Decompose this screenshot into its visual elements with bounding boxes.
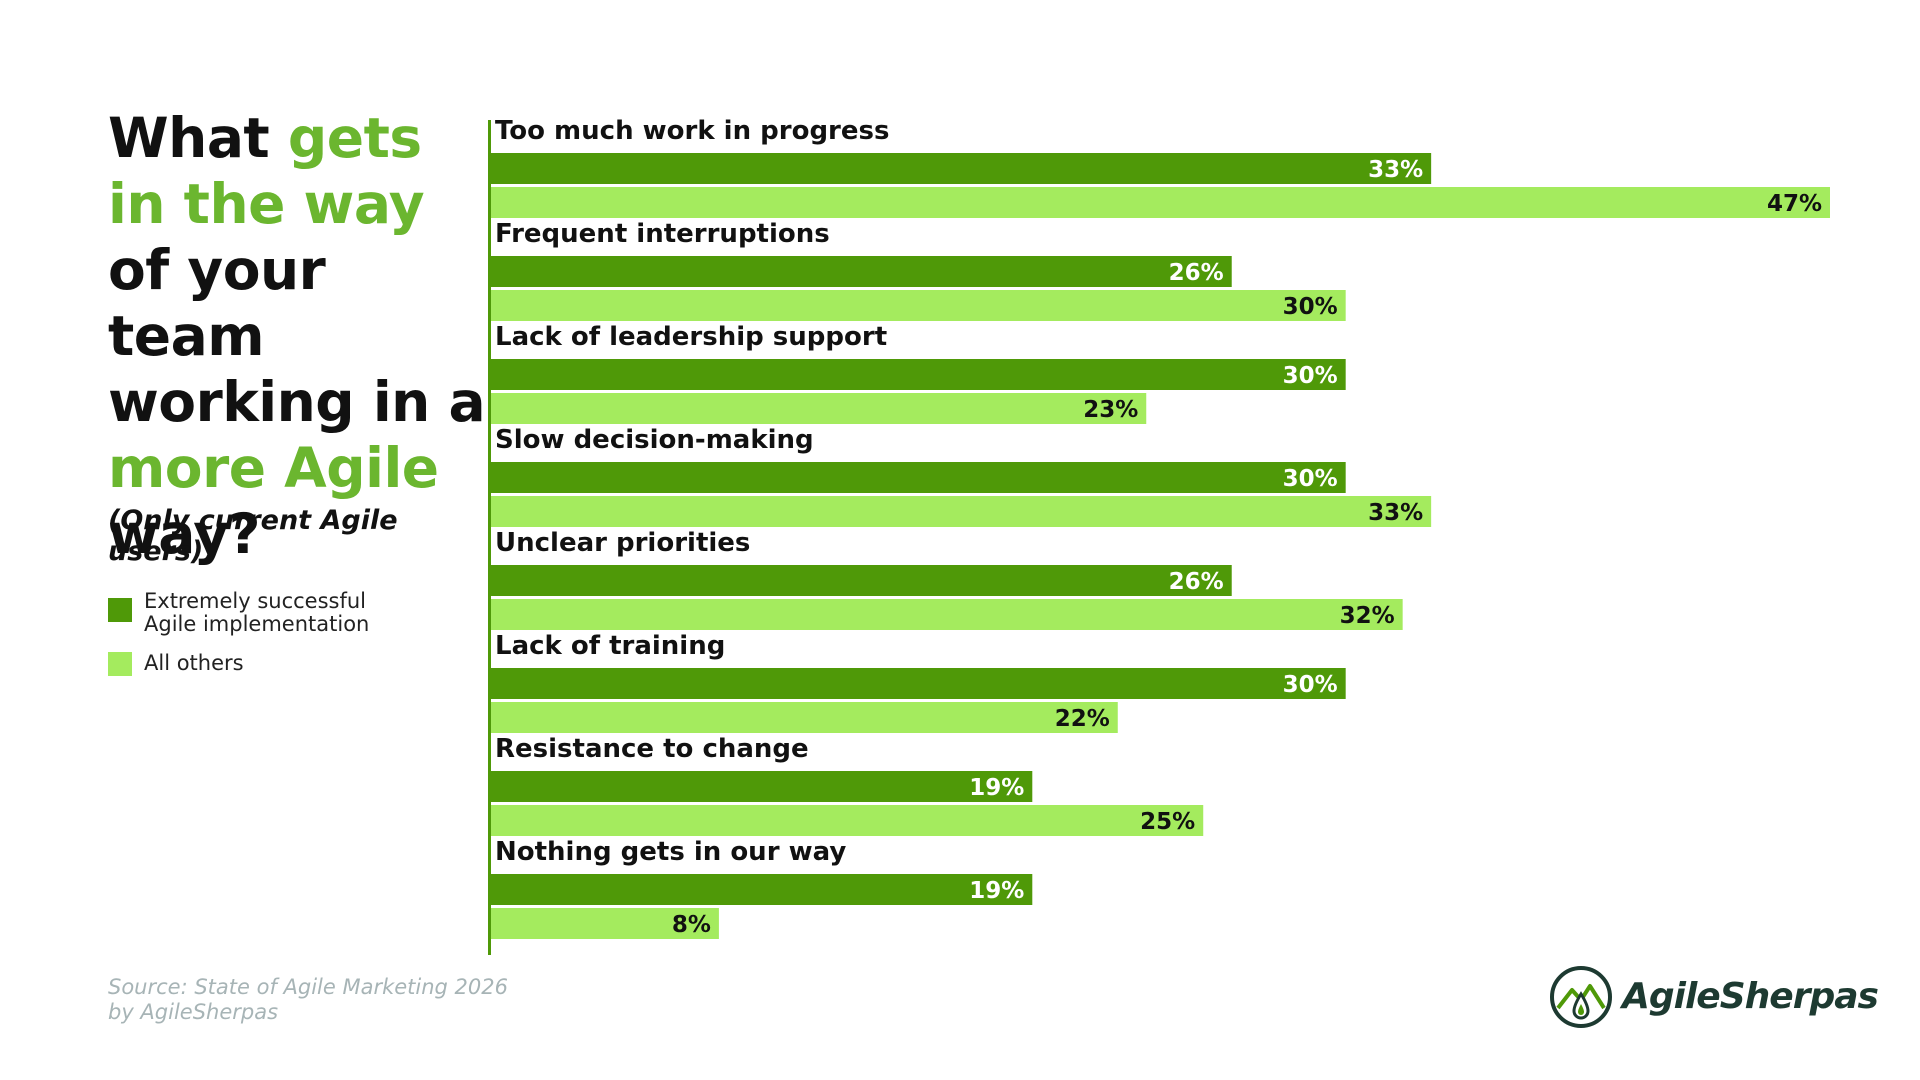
data-label: 19% [969,775,1024,801]
legend-swatch-dark-green [108,598,132,622]
category-label: Lack of leadership support [495,322,887,352]
data-label: 23% [1083,397,1138,423]
source-line: Source: State of Agile Marketing 2026 [108,975,509,999]
title-part: way? [108,502,261,566]
data-label: 19% [969,878,1024,904]
title-part: of your team working in a [108,238,486,434]
bar-extremely-successful [491,256,1232,287]
data-label: 30% [1283,294,1338,320]
data-label: 30% [1283,363,1338,389]
data-label: 33% [1368,500,1423,526]
data-label: 30% [1283,672,1338,698]
category-label: Slow decision-making [495,425,814,455]
category-label: Lack of training [495,631,725,661]
bar-extremely-successful [491,153,1432,184]
data-label: 26% [1169,260,1224,286]
bar-all-others [491,599,1403,630]
chart-subtitle: (Only current Agile users) [108,505,398,567]
data-label: 25% [1140,809,1195,835]
data-label: 32% [1340,603,1395,629]
logo-wordmark: AgileSherpas [1622,976,1879,1017]
bar-extremely-successful [491,668,1346,699]
category-label: Unclear priorities [495,528,750,558]
bar-extremely-successful [491,771,1033,802]
legend: Extremely successful Agile implementatio… [108,590,369,691]
category-label: Frequent interruptions [495,219,830,249]
data-label: 47% [1767,191,1822,217]
bar-extremely-successful [491,565,1232,596]
bar-all-others [491,187,1830,218]
bar-extremely-successful [491,874,1033,905]
data-label: 26% [1169,569,1224,595]
bar-all-others [491,805,1204,836]
bar-all-others [491,908,719,939]
chart-axis-line [488,120,491,955]
bar-all-others [491,702,1118,733]
title-part: more Agile [108,436,439,500]
category-label: Resistance to change [495,734,809,764]
bar-extremely-successful [491,462,1346,493]
agilesherpas-logo: AgileSherpas [1548,962,1879,1032]
data-label: 30% [1283,466,1338,492]
legend-item-extremely-successful: Extremely successful Agile implementatio… [108,590,369,636]
data-label: 8% [672,912,711,938]
source-line: by AgileSherpas [108,1000,279,1024]
bar-all-others [491,496,1432,527]
category-label: Too much work in progress [495,116,889,146]
legend-label: All others [144,651,244,675]
legend-label: Extremely successful [144,589,367,613]
title-part: What [108,106,288,170]
legend-label: Agile implementation [144,612,370,636]
mountain-drop-logo-icon [1550,966,1612,1028]
category-label: Nothing gets in our way [495,837,846,867]
legend-item-all-others: All others [108,651,369,676]
data-label: 22% [1055,706,1110,732]
chart-title: What gets in the way of your team workin… [108,105,488,567]
bar-all-others [491,393,1147,424]
source-note: Source: State of Agile Marketing 2026 by… [108,975,508,1025]
data-label: 33% [1368,157,1423,183]
bar-extremely-successful [491,359,1346,390]
legend-swatch-light-green [108,652,132,676]
title-part: gets in the way [108,106,425,236]
bar-all-others [491,290,1346,321]
